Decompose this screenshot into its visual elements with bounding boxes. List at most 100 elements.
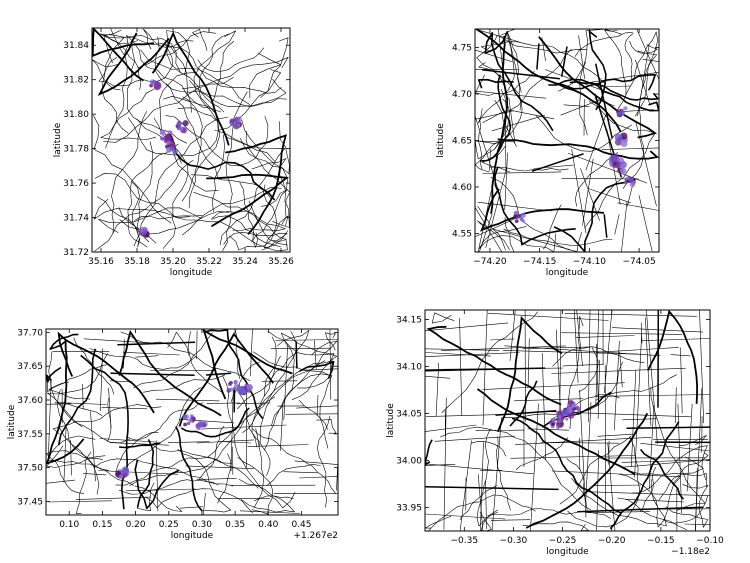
road-segment [471, 441, 506, 457]
road-segment [191, 174, 272, 199]
y-axis-label: latitude [436, 123, 446, 158]
map-panel-3: 0.10 0.15 0.20 0.25 0.30 0.35 0.40 0.45 37.45 37.… [7, 328, 339, 541]
street-segment [515, 437, 652, 445]
street-segment [425, 375, 451, 379]
street-segment [434, 435, 515, 442]
hotspot-point [576, 408, 581, 412]
street-segment [425, 463, 534, 475]
street-segment [83, 338, 150, 344]
street-segment [299, 476, 338, 479]
hotspot-point [514, 219, 519, 224]
y-tick-label: 31.84 [63, 41, 89, 51]
street-segment [510, 455, 636, 459]
road-segment [252, 428, 336, 494]
arterial-road [92, 28, 155, 82]
road-segment [211, 210, 286, 232]
street-segment [579, 437, 581, 470]
hotspot-point [556, 418, 560, 422]
y-tick-label: 34.10 [396, 362, 422, 372]
road-segment [222, 91, 248, 251]
hotspot-point [556, 425, 560, 430]
road-segment [182, 57, 289, 90]
road-segment [192, 29, 208, 51]
street-segment [601, 147, 659, 150]
street-segment [179, 506, 203, 509]
street-segment [236, 402, 271, 405]
hotspot-point [565, 417, 569, 421]
road-segment [115, 432, 159, 472]
road-segment [266, 464, 321, 486]
street-segment [123, 339, 125, 369]
x-tick-label: −0.15 [647, 536, 675, 546]
road-segment [100, 33, 181, 73]
road-segment [496, 436, 511, 511]
street-segment [480, 442, 484, 531]
street-segment [46, 479, 76, 484]
x-axis-label: longitude [171, 531, 214, 541]
street-segment [425, 513, 506, 520]
street-segment [585, 402, 592, 502]
y-tick-label: 31.76 [63, 179, 89, 189]
x-tick-label: 35.16 [88, 257, 114, 267]
road-segment [229, 184, 278, 251]
hotspot-point [629, 181, 636, 188]
road-segment [251, 189, 288, 243]
road-segment [489, 166, 569, 172]
hotspot-layer [549, 400, 581, 430]
street-segment [201, 424, 287, 430]
hotspot-point [551, 422, 555, 426]
street-segment [635, 120, 657, 207]
road-segment [181, 407, 250, 438]
road-segment [459, 484, 498, 520]
road-segment [431, 312, 455, 324]
street-segment [110, 372, 195, 377]
road-segment [484, 30, 554, 132]
road-segment [48, 351, 83, 428]
road-segment [476, 34, 588, 87]
street-segment [597, 433, 633, 437]
street-segment [595, 394, 710, 397]
hotspot-point [142, 229, 147, 235]
street-segment [492, 115, 545, 132]
road-segment [624, 33, 634, 80]
hotspot-point [616, 111, 622, 117]
street-segment [606, 85, 632, 87]
street-segment [185, 465, 254, 469]
x-tick-label: −0.10 [696, 536, 724, 546]
street-segment [75, 496, 151, 500]
street-segment [48, 500, 112, 503]
hotspot-point [227, 388, 231, 392]
road-segment [490, 177, 583, 252]
road-segment [671, 452, 709, 485]
hotspot-point [236, 117, 241, 122]
road-segment [502, 361, 624, 418]
street-segment [641, 338, 710, 341]
road-segment [210, 215, 282, 248]
street-segment [588, 310, 591, 422]
road-segment [251, 336, 277, 448]
x-tick-label: −0.20 [598, 536, 626, 546]
street-segment [596, 450, 599, 531]
y-axis-label: latitude [53, 122, 63, 157]
y-tick-label: 31.82 [63, 76, 89, 86]
street-segment [425, 424, 477, 432]
road-segment [271, 373, 333, 449]
road-segment [127, 96, 219, 156]
road-segment [239, 121, 290, 175]
street-segment [230, 388, 234, 472]
road-segment [253, 428, 265, 508]
street-segment [101, 407, 148, 410]
y-tick-label: 31.80 [63, 110, 89, 120]
road-segment [238, 478, 295, 513]
arterial-road [476, 388, 636, 476]
arterial-road [426, 325, 562, 406]
street-segment [90, 411, 96, 482]
street-segment [475, 90, 546, 99]
road-segment [138, 116, 229, 237]
street-segment [536, 43, 540, 70]
street-segment [585, 113, 607, 171]
y-tick-label: 31.78 [63, 145, 89, 155]
street-segment [503, 350, 639, 355]
road-segment [103, 76, 234, 143]
